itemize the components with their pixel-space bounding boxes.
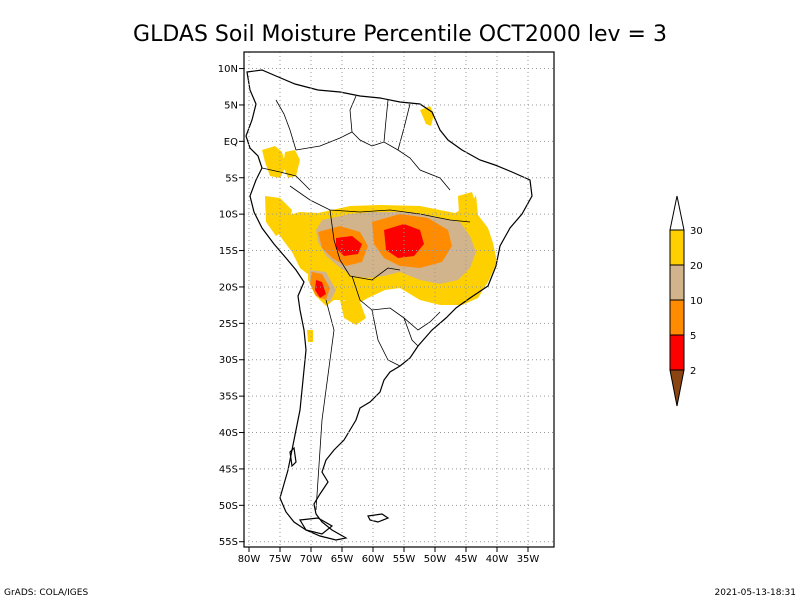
lat-tick-label: 55S bbox=[219, 537, 238, 548]
shaded-regions bbox=[262, 106, 497, 342]
south-america-coastline bbox=[245, 69, 533, 541]
lon-tick-label: 80W bbox=[238, 554, 261, 565]
region-2-5-c bbox=[315, 280, 326, 298]
colorbar-10-20 bbox=[669, 264, 685, 301]
lat-tick-label: 5S bbox=[225, 173, 238, 184]
chiloe-island bbox=[289, 446, 297, 468]
lat-tick-label: 20S bbox=[219, 282, 238, 293]
lat-tick-label: 45S bbox=[219, 464, 238, 475]
lon-tick-label: 55W bbox=[393, 554, 416, 565]
map-area bbox=[243, 51, 555, 548]
lat-tick-label: 15S bbox=[219, 246, 238, 257]
latitude-axis: 10N 5N EQ 5S 10S 15S 20S 25S 30S 35S 40S 45S 50S 55S bbox=[218, 64, 244, 548]
colorbar-2-5 bbox=[669, 334, 685, 371]
lon-tick-label: 40W bbox=[486, 554, 509, 565]
lat-tick-label: 25S bbox=[219, 319, 238, 330]
colorbar-5-10 bbox=[669, 299, 685, 336]
colorbar-label-5: 5 bbox=[690, 331, 696, 342]
footer-credit: GrADS: COLA/IGES bbox=[4, 588, 88, 598]
lon-tick-label: 50W bbox=[424, 554, 447, 565]
colorbar-top-arrow bbox=[669, 195, 685, 231]
lat-tick-label: 30S bbox=[219, 355, 238, 366]
lat-tick-label: 10N bbox=[218, 64, 238, 75]
lon-tick-label: 65W bbox=[331, 554, 354, 565]
colorbar-bottom-arrow bbox=[669, 369, 685, 407]
region-20-30-west bbox=[262, 146, 286, 178]
grid-lines bbox=[244, 52, 554, 547]
country-borders bbox=[261, 95, 471, 511]
lat-tick-label: 10S bbox=[219, 210, 238, 221]
lat-tick-label: 5N bbox=[224, 100, 238, 111]
colorbar-20-30 bbox=[669, 229, 685, 266]
colorbar-label-20: 20 bbox=[690, 261, 703, 272]
falkland-islands bbox=[367, 513, 390, 523]
map-background bbox=[244, 52, 554, 547]
longitude-axis: 80W 75W 70W 65W 60W 55W 50W 45W 40W 35W bbox=[238, 547, 540, 565]
region-20-30-south bbox=[340, 300, 366, 325]
lon-tick-label: 75W bbox=[269, 554, 292, 565]
colorbar: 30 20 10 5 2 bbox=[669, 195, 703, 407]
lat-tick-label: 40S bbox=[219, 428, 238, 439]
lon-tick-label: 35W bbox=[517, 554, 540, 565]
lat-tick-label: 35S bbox=[219, 392, 238, 403]
colorbar-label-30: 30 bbox=[690, 226, 703, 237]
chart-title: GLDAS Soil Moisture Percentile OCT2000 l… bbox=[133, 22, 667, 47]
colorbar-label-2: 2 bbox=[690, 366, 696, 377]
region-20-30-peru bbox=[265, 196, 292, 236]
lon-tick-label: 60W bbox=[362, 554, 385, 565]
footer-timestamp: 2021-05-13-18:31 bbox=[715, 588, 797, 598]
region-20-30-nw bbox=[283, 150, 300, 178]
lon-tick-label: 45W bbox=[455, 554, 478, 565]
lat-tick-label: 50S bbox=[219, 501, 238, 512]
region-20-30-chile bbox=[307, 330, 313, 342]
lat-tick-label: EQ bbox=[224, 137, 238, 148]
colorbar-label-10: 10 bbox=[690, 296, 703, 307]
region-20-30-bahia bbox=[458, 192, 476, 218]
map-frame bbox=[243, 51, 555, 548]
lon-tick-label: 70W bbox=[300, 554, 323, 565]
tierra-del-fuego bbox=[299, 517, 334, 535]
